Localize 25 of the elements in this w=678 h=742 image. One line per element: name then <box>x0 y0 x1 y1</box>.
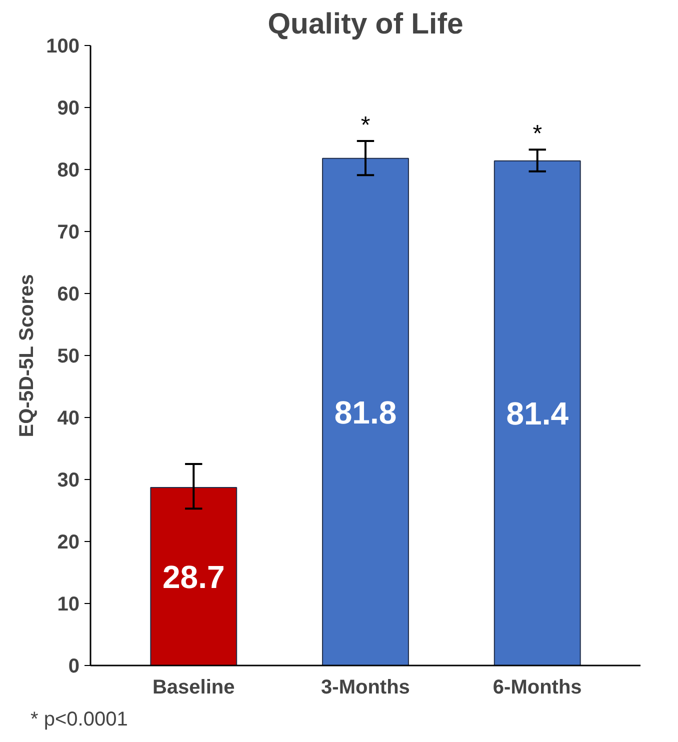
y-tick-label: 20 <box>57 532 80 554</box>
y-tick-label: 80 <box>57 160 80 182</box>
bar <box>322 158 409 666</box>
bar <box>494 160 581 666</box>
x-tick-label: Baseline <box>152 676 235 698</box>
y-tick-label: 50 <box>57 346 80 368</box>
text: * p<0.0001 <box>30 708 128 730</box>
annotation: * <box>360 112 370 139</box>
y-tick-label: 30 <box>57 470 80 492</box>
y-tick-label: 70 <box>57 222 80 244</box>
y-tick-label: 100 <box>46 36 80 58</box>
bar <box>150 487 238 666</box>
data-label: 81.8 <box>334 394 397 430</box>
y-tick-label: 10 <box>57 594 80 616</box>
y-tick-label: 60 <box>57 284 80 306</box>
chart-title: Quality of Life <box>268 8 464 40</box>
x-tick-label: 6-Months <box>492 676 582 698</box>
y-tick-label: 40 <box>57 408 80 430</box>
annotation: * <box>532 120 542 148</box>
y-axis-title: EQ-5D-5L Scores <box>16 274 38 438</box>
data-label: 81.4 <box>506 396 569 432</box>
y-tick-label: 0 <box>68 656 80 678</box>
x-tick-label: 3-Months <box>321 676 410 698</box>
y-tick-label: 90 <box>57 98 80 120</box>
data-label: 28.7 <box>162 559 225 596</box>
